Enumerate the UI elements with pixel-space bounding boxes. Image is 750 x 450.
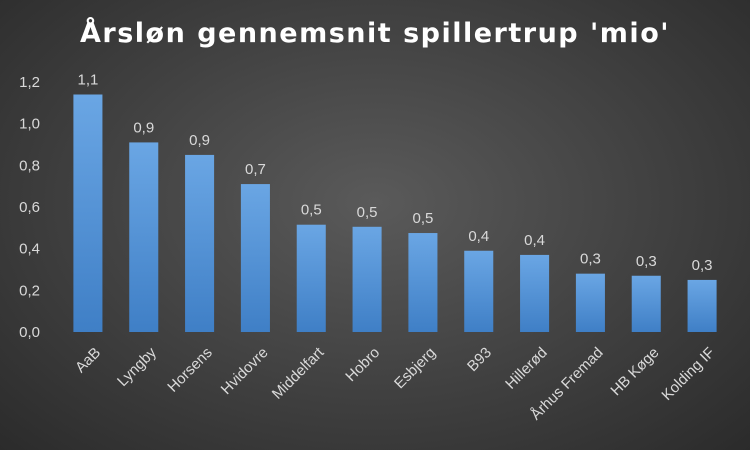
bar (464, 250, 494, 332)
x-category-label: Horsens (164, 344, 216, 396)
y-tick-label: 1,0 (19, 116, 40, 133)
chart-title: Årsløn gennemsnit spillertrup 'mio' (79, 18, 671, 49)
y-axis: 0,0 0,2 0,4 0,6 0,8 1,0 1,2 (19, 74, 40, 341)
bar-data-label: 0,4 (468, 228, 489, 245)
bar-data-label: 0,3 (580, 251, 601, 268)
y-tick-label: 0,6 (19, 199, 40, 216)
bar-data-label: 0,4 (524, 232, 545, 249)
x-category-label: Middelfart (269, 344, 328, 403)
bar (408, 233, 438, 332)
bar-data-label: 0,9 (133, 119, 154, 136)
data-labels-group: 1,1 0,9 0,9 0,7 0,5 0,5 0,5 0,4 0,4 0,3 0,3 0,3 (77, 72, 712, 274)
bar (73, 94, 103, 332)
bar-data-label: 0,7 (245, 161, 266, 178)
x-category-label: Hillerød (502, 344, 551, 393)
bar (185, 154, 215, 332)
x-category-label: Lyngby (114, 344, 160, 390)
bar-data-label: 0,5 (412, 210, 433, 227)
bar-data-label: 0,9 (189, 132, 210, 149)
bar-data-label: 1,1 (77, 72, 98, 89)
y-tick-label: 0,0 (19, 324, 40, 341)
bar (687, 279, 717, 332)
bar (575, 273, 605, 332)
bar-data-label: 0,3 (692, 257, 713, 274)
bar (352, 226, 382, 332)
y-tick-label: 0,4 (19, 241, 40, 258)
y-tick-label: 0,2 (19, 282, 40, 299)
bars-group (73, 94, 717, 332)
bar (240, 184, 270, 332)
bar (129, 142, 159, 332)
y-tick-label: 0,8 (19, 157, 40, 174)
x-category-label: Hobro (342, 344, 383, 385)
y-tick-label: 1,2 (19, 74, 40, 91)
bar-data-label: 0,3 (636, 253, 657, 270)
bar (631, 275, 661, 332)
x-category-label: B93 (464, 344, 495, 375)
bar (520, 254, 550, 332)
bar-data-label: 0,5 (357, 204, 378, 221)
bar (296, 224, 326, 332)
x-category-label: Kolding IF (658, 344, 718, 404)
x-category-label: HB Køge (607, 344, 662, 399)
x-category-label: Hvidovre (218, 344, 272, 398)
bar-data-label: 0,5 (301, 202, 322, 219)
x-category-label: Esbjerg (391, 344, 439, 392)
x-category-label: AaB (72, 344, 104, 376)
